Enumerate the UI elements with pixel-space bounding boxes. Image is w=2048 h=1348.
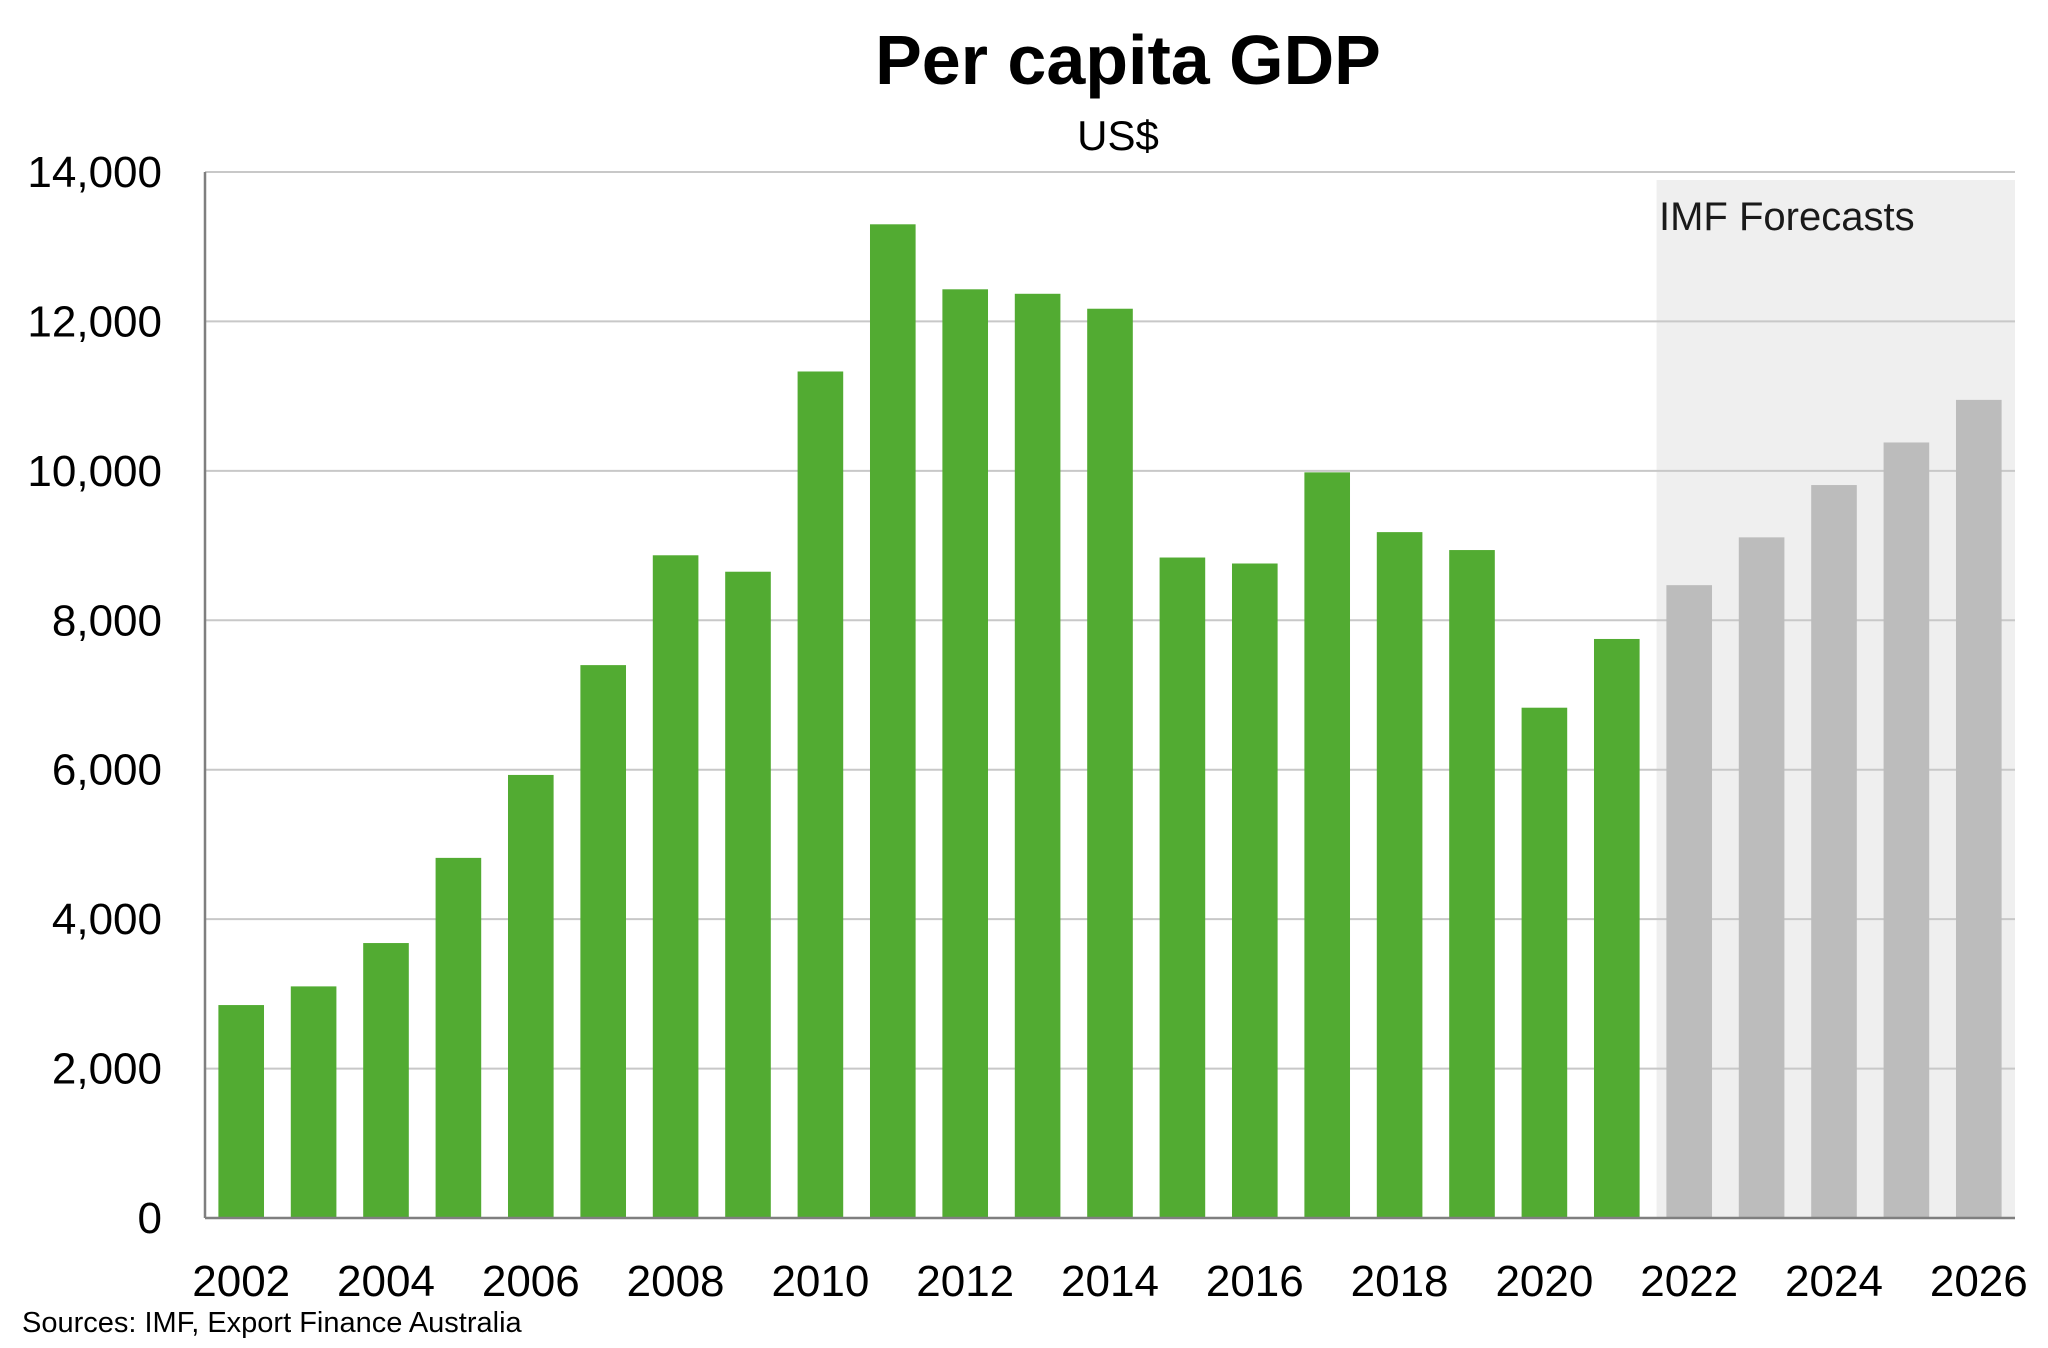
bar-2026 [1955,399,2002,1219]
bar-2023 [1738,537,1785,1218]
x-tick-label: 2026 [1930,1257,2028,1306]
x-tick-label: 2004 [337,1257,435,1306]
bar-2005 [435,857,482,1218]
bar-2004 [363,943,409,1218]
x-tick-label: 2006 [482,1257,580,1306]
y-tick-label: 8,000 [52,596,162,645]
bars [218,224,2002,1219]
y-tick-label: 14,000 [27,148,162,197]
axes [203,172,2015,1220]
x-tick-label: 2012 [916,1257,1014,1306]
bar-2010 [797,371,844,1218]
bar-2006 [507,774,554,1218]
bar-2009 [725,571,771,1218]
bar-2012 [942,289,989,1219]
x-tick-label: 2024 [1785,1257,1883,1306]
bar-2016 [1231,563,1278,1218]
source-note: Sources: IMF, Export Finance Australia [22,1307,523,1339]
bar-2022 [1666,585,1713,1218]
bar-2007 [580,665,627,1218]
y-tick-label: 0 [138,1194,162,1243]
y-tick-label: 4,000 [52,895,162,944]
bar-2011 [869,224,916,1219]
x-tick-label: 2020 [1495,1257,1593,1306]
y-tick-label: 2,000 [52,1045,162,1094]
bar-2021 [1593,638,1640,1218]
forecast-annotation: IMF Forecasts [1659,195,1915,239]
bar-2018 [1376,532,1423,1218]
y-tick-label: 10,000 [27,447,162,496]
x-tick-label: 2008 [627,1257,725,1306]
y-tick-label: 6,000 [52,746,162,795]
bar-2008 [652,555,699,1218]
bar-2024 [1811,485,1857,1218]
bar-2003 [290,986,337,1218]
x-tick-label: 2002 [192,1257,290,1306]
bar-2014 [1087,308,1133,1218]
bar-2019 [1449,550,1495,1218]
chart-title: Per capita GDP [875,21,1381,99]
bar-2017 [1304,472,1351,1218]
x-tick-labels: 2002 2004 2006 2008 2010 2012 2014 2016 2018 2020… [192,1257,2027,1306]
y-tick-label: 12,000 [27,297,162,346]
x-tick-label: 2016 [1206,1257,1304,1306]
x-tick-label: 2010 [771,1257,869,1306]
x-tick-label: 2018 [1351,1257,1449,1306]
x-tick-label: 2014 [1061,1257,1159,1306]
bar-2025 [1883,442,1930,1219]
y-tick-labels: 0 2,000 4,000 6,000 8,000 10,000 12,000 14,000 [27,148,162,1243]
chart-subtitle: US$ [1077,112,1159,159]
bar-2002 [218,1005,265,1218]
x-tick-label: 2022 [1640,1257,1738,1306]
bar-2015 [1159,557,1206,1218]
bar-2013 [1014,293,1061,1218]
bar-2020 [1521,707,1568,1218]
